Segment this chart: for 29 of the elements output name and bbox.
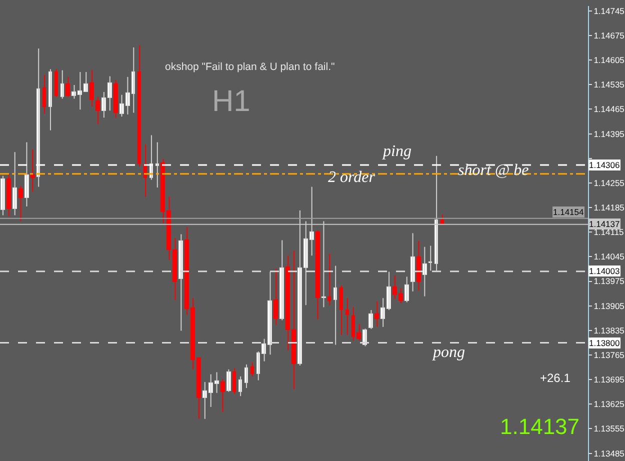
y-tick-label: 1.14045 <box>594 252 625 262</box>
y-tick-label: 1.13975 <box>594 276 625 286</box>
annotation: 1.14137 <box>500 414 580 439</box>
ref-line-label: 1.13800 <box>589 338 620 348</box>
y-tick-label: 1.13625 <box>594 399 625 410</box>
y-tick-label: 1.14395 <box>594 128 625 139</box>
y-tick-label: 1.14115 <box>594 227 624 238</box>
annotation: H1 <box>212 85 250 118</box>
y-tick-label: 1.13905 <box>594 300 625 311</box>
y-tick-label: 1.13485 <box>594 448 625 458</box>
annotation: okshop "Fail to plan & U plan to fail." <box>165 61 335 73</box>
y-tick-label: 1.14255 <box>594 178 625 188</box>
annotation: ping <box>382 143 412 160</box>
ref-line-label: 1.14154 <box>553 207 584 217</box>
ref-line-label: 1.14306 <box>589 160 620 170</box>
y-tick-label: 1.14675 <box>594 30 625 40</box>
annotation: pong <box>432 344 465 361</box>
y-tick-label: 1.14745 <box>594 6 625 16</box>
y-tick-label: 1.14605 <box>594 55 625 66</box>
y-tick-label: 1.13555 <box>594 424 625 434</box>
y-tick-label: 1.13765 <box>594 350 625 360</box>
y-tick-label: 1.14535 <box>594 80 625 90</box>
ref-line-label: 1.14137 <box>589 219 620 229</box>
y-tick-label: 1.14465 <box>594 104 625 114</box>
ref-line-label: 1.14003 <box>589 266 620 276</box>
y-tick-label: 1.13695 <box>594 374 625 385</box>
y-tick-label: 1.13835 <box>594 325 625 336</box>
y-tick-label: 1.14185 <box>594 202 625 212</box>
annotation: +26.1 <box>540 371 571 385</box>
